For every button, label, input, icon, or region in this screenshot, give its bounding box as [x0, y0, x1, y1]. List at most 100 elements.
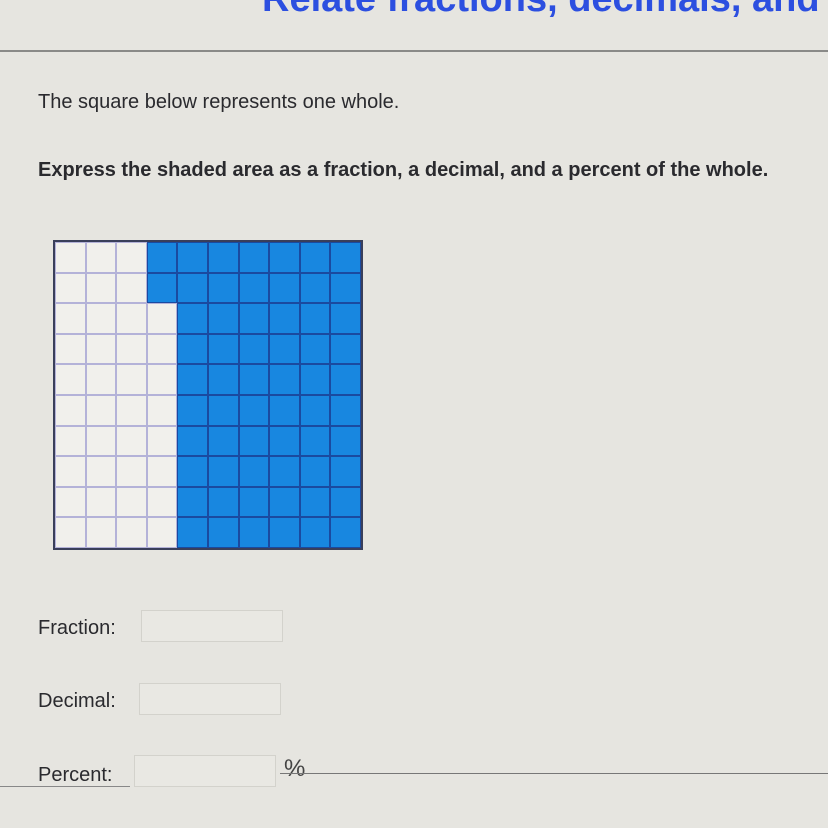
grid-cell-shaded — [269, 456, 300, 487]
grid-cell — [85, 303, 117, 334]
header-divider — [0, 50, 828, 52]
grid-cell-shaded — [299, 456, 331, 487]
grid-cell-shaded — [177, 456, 208, 487]
grid-cell-shaded — [299, 303, 331, 334]
grid-cell-shaded — [330, 364, 361, 395]
grid-cell-shaded — [238, 517, 270, 548]
grid-cell-shaded — [208, 333, 239, 365]
grid-cell — [116, 517, 147, 548]
percent-sign: % — [284, 755, 306, 782]
grid-cell — [116, 333, 147, 365]
grid-cell — [55, 425, 86, 457]
grid-cell-shaded — [330, 242, 361, 273]
fraction-input[interactable] — [141, 610, 283, 642]
fraction-label: Fraction: — [38, 617, 116, 639]
grid-cell-shaded — [208, 242, 239, 273]
grid-cell-shaded — [299, 395, 331, 426]
decimal-input[interactable] — [139, 683, 281, 715]
grid-cell — [85, 272, 117, 304]
grid-cell-shaded — [177, 486, 208, 518]
grid-cell-shaded — [269, 272, 300, 304]
grid-cell-shaded — [238, 456, 270, 487]
grid-cell-shaded — [177, 303, 208, 334]
grid-cell-shaded — [177, 242, 208, 273]
grid-cell-shaded — [299, 517, 331, 548]
grid-cell — [116, 364, 147, 395]
grid-cell-shaded — [299, 486, 331, 518]
grid-cell — [116, 486, 147, 518]
grid-cell — [55, 333, 86, 365]
grid-cell-shaded — [177, 364, 208, 395]
hundred-grid — [53, 240, 363, 550]
grid-cell-shaded — [238, 395, 270, 426]
grid-cell — [55, 303, 86, 334]
grid-cell-shaded — [238, 364, 270, 395]
grid-cell — [55, 395, 86, 426]
grid-cell — [55, 272, 86, 304]
grid-cell — [146, 517, 178, 548]
grid-cell-shaded — [177, 333, 208, 365]
grid-cell-shaded — [177, 425, 208, 457]
grid-cell — [146, 364, 178, 395]
question-line-1: The square below represents one whole. — [38, 91, 400, 113]
divider — [0, 786, 130, 787]
grid-cell — [116, 456, 147, 487]
percent-label: Percent: — [38, 764, 113, 786]
grid-cell-shaded — [299, 333, 331, 365]
grid-cell-shaded — [238, 272, 270, 304]
grid-cell — [116, 242, 147, 273]
grid-cell — [116, 395, 147, 426]
grid-cell-shaded — [269, 395, 300, 426]
grid-cell-shaded — [269, 303, 300, 334]
grid-cell-shaded — [146, 242, 178, 273]
grid-cell-shaded — [330, 395, 361, 426]
grid-cell-shaded — [208, 456, 239, 487]
grid-cell-shaded — [299, 364, 331, 395]
grid-cell-shaded — [146, 272, 178, 304]
decimal-label: Decimal: — [38, 690, 116, 712]
grid-cell-shaded — [208, 364, 239, 395]
grid-cell-shaded — [208, 395, 239, 426]
question-line-2: Express the shaded area as a fraction, a… — [38, 159, 769, 181]
grid-cell — [85, 364, 117, 395]
grid-cell-shaded — [208, 425, 239, 457]
grid-cell-shaded — [269, 333, 300, 365]
grid-cell — [85, 486, 117, 518]
grid-cell-shaded — [330, 517, 361, 548]
grid-cell — [146, 395, 178, 426]
grid-cell — [116, 272, 147, 304]
grid-cell-shaded — [177, 517, 208, 548]
grid-cell-shaded — [208, 272, 239, 304]
grid-cell — [85, 425, 117, 457]
grid-cell — [146, 303, 178, 334]
grid-cell-shaded — [299, 242, 331, 273]
grid-cell-shaded — [269, 364, 300, 395]
grid-cell — [146, 486, 178, 518]
grid-cell — [55, 456, 86, 487]
grid-cell-shaded — [330, 303, 361, 334]
grid-cell — [116, 303, 147, 334]
grid-cell-shaded — [330, 333, 361, 365]
grid-cell — [85, 395, 117, 426]
grid-cell — [146, 456, 178, 487]
grid-cell — [146, 425, 178, 457]
grid-cell-shaded — [177, 395, 208, 426]
grid-cell-shaded — [299, 272, 331, 304]
grid-cell-shaded — [238, 303, 270, 334]
grid-cell — [85, 517, 117, 548]
grid-cell — [85, 242, 117, 273]
grid-cell-shaded — [299, 425, 331, 457]
grid-cell-shaded — [208, 303, 239, 334]
grid-cell-shaded — [269, 486, 300, 518]
grid-cell — [55, 486, 86, 518]
percent-input[interactable] — [134, 755, 276, 787]
grid-cell-shaded — [269, 425, 300, 457]
grid-cell — [55, 517, 86, 548]
grid-cell-shaded — [208, 486, 239, 518]
grid-cell — [55, 242, 86, 273]
grid-cell-shaded — [238, 333, 270, 365]
grid-cell-shaded — [330, 272, 361, 304]
grid-cell-shaded — [238, 486, 270, 518]
grid-cell — [116, 425, 147, 457]
grid-cell-shaded — [177, 272, 208, 304]
